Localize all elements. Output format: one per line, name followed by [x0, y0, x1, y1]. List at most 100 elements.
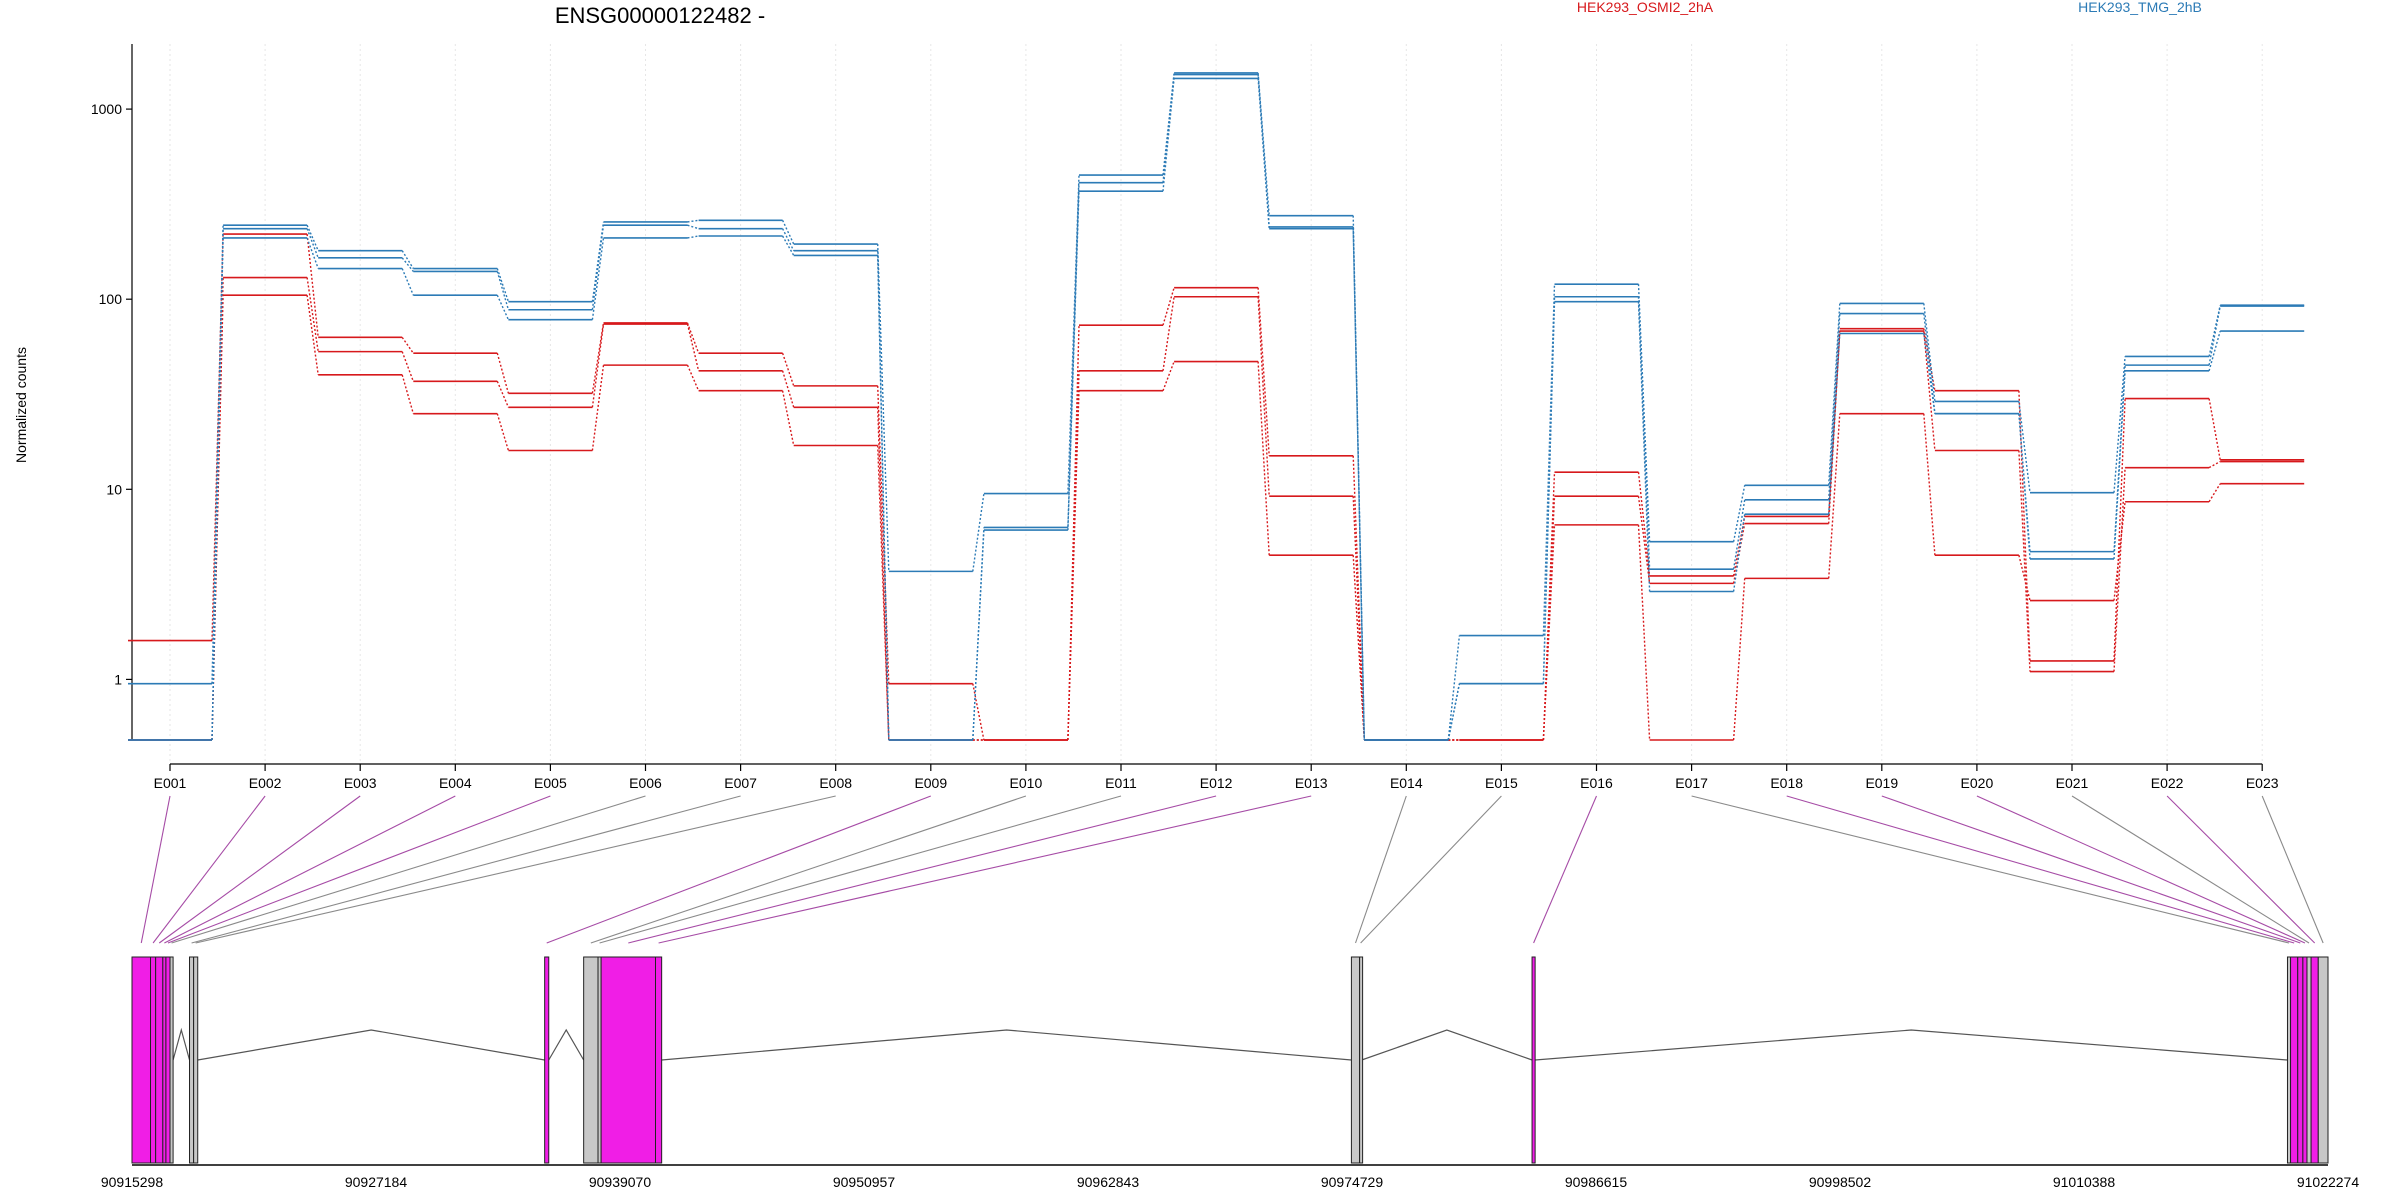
exon-block-E015: [1359, 956, 1364, 1164]
series-connector: [687, 235, 699, 239]
x-tick-label: E019: [1865, 775, 1898, 791]
series-connector: [686, 323, 700, 371]
series-connector: [2208, 330, 2221, 372]
exon-connector-E022: [2166, 795, 2316, 944]
exon-block-E010: [583, 956, 599, 1164]
series-connector: [591, 323, 605, 408]
series-connector: [211, 295, 224, 741]
series-connector: [1923, 328, 1936, 391]
series-connector: [1352, 226, 1365, 741]
series-connector: [1257, 296, 1270, 497]
series-connector: [306, 234, 319, 338]
x-tick-label: E008: [819, 775, 852, 791]
series-connector: [2018, 413, 2031, 560]
series-connector: [1923, 313, 1936, 414]
exon-block-E014: [1350, 956, 1361, 1164]
series-connector: [1352, 496, 1365, 741]
series-connector: [1162, 296, 1175, 371]
series-connector: [1067, 191, 1080, 531]
coord-tick-label: 90974729: [1321, 1174, 1384, 1190]
exon-block-E001: [131, 956, 152, 1164]
series-connector: [401, 336, 414, 354]
exon-connector-E007: [191, 795, 741, 944]
exon-block-E009: [544, 956, 550, 1164]
series-connector: [1542, 524, 1556, 741]
series-connector: [496, 271, 510, 310]
series-connector: [1828, 328, 1841, 517]
exon-connector-E023: [2261, 795, 2324, 944]
exon-block-E023: [2317, 956, 2329, 1164]
series-connector: [1447, 635, 1461, 741]
series-connector: [306, 295, 319, 375]
series-connector: [496, 413, 510, 451]
intron-line: [548, 1028, 585, 1061]
exon-block-E016: [1531, 956, 1536, 1164]
series-connector: [1257, 287, 1270, 456]
series-connector: [401, 257, 414, 272]
count-series: [128, 72, 2305, 741]
series-connector: [401, 374, 414, 414]
coord-tick-label: 90986615: [1565, 1174, 1628, 1190]
x-tick-label: E015: [1485, 775, 1518, 791]
exon-block-E021: [2306, 956, 2312, 1164]
coord-tick-label: 90962843: [1077, 1174, 1140, 1190]
series-connector: [1732, 578, 1746, 741]
coord-tick-label: 90927184: [345, 1174, 408, 1190]
x-tick-label: E003: [344, 775, 377, 791]
series-connector: [211, 237, 224, 741]
exon-connector-E005: [167, 795, 551, 944]
exon-block-E013: [655, 956, 663, 1164]
series-connector: [1637, 472, 1651, 577]
exon-block-E003: [155, 956, 164, 1164]
x-tick-label: E013: [1295, 775, 1328, 791]
x-tick-label: E014: [1390, 775, 1423, 791]
series-connector: [401, 250, 414, 269]
gene-title: ENSG00000122482 -: [555, 3, 765, 28]
y-tick-label: 100: [99, 291, 123, 307]
y-axis-label: Normalized counts: [13, 347, 29, 463]
series-connector: [1352, 555, 1365, 741]
series-connector: [306, 277, 319, 352]
series-connector: [877, 445, 890, 741]
series-connector: [781, 390, 795, 446]
series-connector: [2113, 467, 2126, 672]
series-connector: [2113, 356, 2126, 493]
series-connector: [687, 219, 699, 223]
series-connector: [781, 228, 795, 251]
series-connector: [1162, 361, 1175, 391]
series-connector: [591, 237, 605, 320]
series-connector: [401, 351, 414, 382]
exon-block-E006: [169, 956, 174, 1164]
exon-block-E012: [600, 956, 657, 1164]
x-tick-label: E005: [534, 775, 567, 791]
series-connector: [1257, 78, 1270, 229]
exon-connector-E001: [140, 795, 171, 944]
series-connector: [1162, 72, 1175, 176]
exon-connector-E012: [628, 795, 1217, 944]
series-connector: [686, 364, 700, 392]
series-connector: [2018, 390, 2031, 662]
series-HEK293_OSMI2_2hA: [128, 294, 2305, 741]
series-HEK293_TMG_2hB: [128, 77, 2305, 741]
x-tick-label: E010: [1010, 775, 1043, 791]
genomic-coordinate-axis: 90915298 90927184 90939070 90950957 90962843…: [101, 1164, 2359, 1190]
series-connector: [2208, 483, 2221, 503]
series-connector: [1637, 284, 1651, 542]
x-tick-label: E017: [1675, 775, 1708, 791]
series-connector: [1067, 182, 1080, 528]
series-connector: [591, 365, 605, 451]
series-connector: [1828, 313, 1841, 500]
x-tick-label: E001: [154, 775, 187, 791]
series-connector: [1257, 361, 1270, 556]
x-tick-label: E009: [914, 775, 947, 791]
exon-axis: E001 E002 E003 E004 E005 E006 E007 E008 E009 E010…: [154, 763, 2279, 791]
x-tick-label: E002: [249, 775, 282, 791]
exon-connector-E015: [1360, 795, 1502, 944]
exon-connector-E011: [599, 795, 1122, 944]
vertical-gridlines: [169, 44, 2263, 762]
y-tick-label: 10: [106, 481, 122, 497]
series-connector: [972, 683, 985, 741]
exon-block-E002: [150, 956, 157, 1164]
legend-label-osmi2: HEK293_OSMI2_2hA: [1577, 0, 1714, 15]
